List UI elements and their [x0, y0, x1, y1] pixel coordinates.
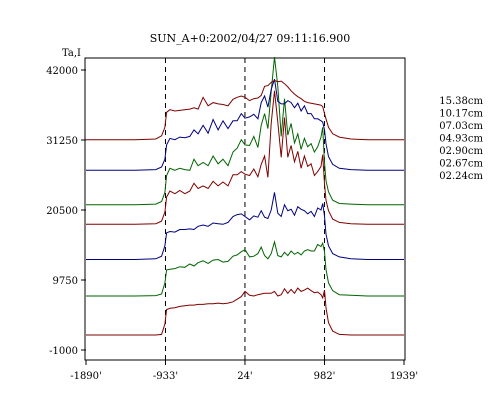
x-tick-label: 982' — [314, 371, 336, 382]
y-tick-label: -1000 — [49, 346, 78, 357]
series-line-04.93cm — [86, 90, 404, 225]
chart-title: SUN_A+0:2002/04/27 09:11:16.900 — [150, 32, 351, 45]
x-tick-label: -933' — [153, 371, 178, 382]
series-line-07.03cm — [86, 56, 404, 206]
legend-item-15.38cm: 15.38cm — [439, 96, 483, 107]
y-tick-label: 42000 — [46, 66, 78, 77]
x-tick-label: -1890' — [70, 371, 102, 382]
series-line-02.90cm — [86, 192, 404, 260]
x-tick-label: 1939' — [390, 371, 418, 382]
series-line-15.38cm — [86, 79, 404, 141]
legend-item-07.03cm: 07.03cm — [439, 121, 483, 132]
legend-item-02.67cm: 02.67cm — [439, 159, 483, 170]
x-tick-label: 24' — [237, 371, 252, 382]
legend-item-02.24cm: 02.24cm — [439, 171, 483, 182]
legend-item-02.90cm: 02.90cm — [439, 146, 483, 157]
y-tick-label: 9750 — [53, 276, 78, 287]
series-line-02.24cm — [86, 287, 404, 336]
legend-item-10.17cm: 10.17cm — [439, 109, 483, 120]
series-line-02.67cm — [86, 239, 404, 297]
y-axis-label: Ta,I — [62, 48, 81, 59]
y-tick-label: 20500 — [46, 206, 78, 217]
y-tick-label: 31250 — [46, 136, 78, 147]
legend-item-04.93cm: 04.93cm — [439, 134, 483, 145]
series-line-10.17cm — [86, 78, 404, 171]
